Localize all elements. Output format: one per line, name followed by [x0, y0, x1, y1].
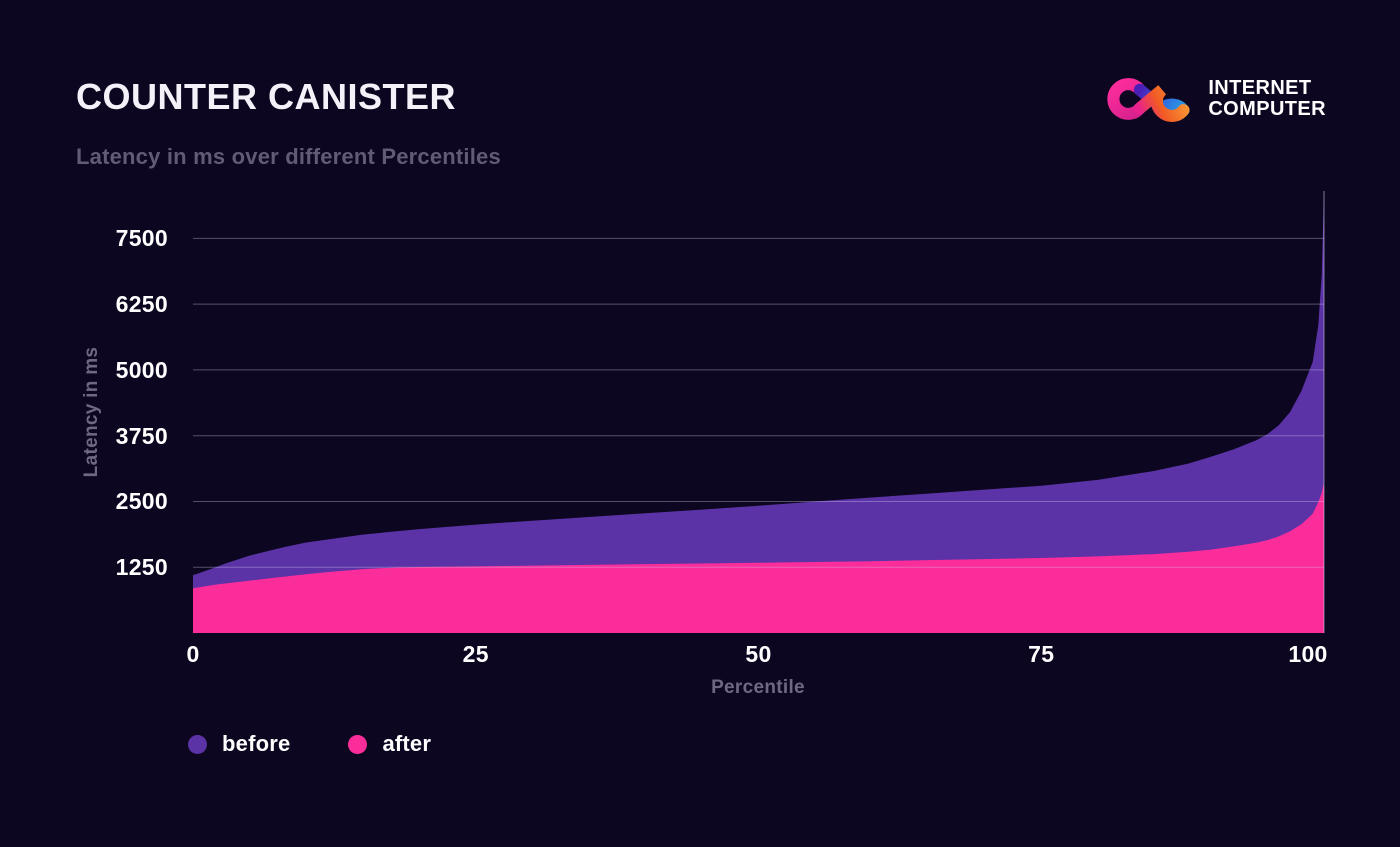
x-axis-title: Percentile [711, 677, 805, 698]
y-tick-label-7500: 7500 [115, 225, 168, 252]
legend-item-after: after [348, 731, 431, 757]
page-title: COUNTER CANISTER [76, 76, 457, 117]
x-tick-label-0: 0 [186, 641, 200, 667]
legend-label-after: after [382, 731, 432, 756]
legend-label-before: before [222, 731, 291, 756]
y-tick-label-2500: 2500 [115, 488, 168, 515]
x-tick-label-75: 75 [1028, 641, 1055, 667]
y-tick-label-6250: 6250 [115, 291, 168, 318]
before-series-dot-icon [188, 734, 207, 754]
logo-line-1: INTERNET [1208, 76, 1312, 99]
area-before [193, 197, 1324, 634]
chart-legend: before after [188, 731, 431, 757]
area-after [193, 482, 1324, 633]
y-axis-title: Latency in ms [81, 346, 102, 478]
legend-item-before: before [188, 731, 290, 757]
x-tick-label-100: 100 [1288, 641, 1328, 667]
internet-computer-logo: INTERNET COMPUTER [1104, 73, 1326, 125]
logo-wordmark: INTERNET COMPUTER [1208, 76, 1326, 120]
infinity-logo-icon [1107, 78, 1190, 122]
y-tick-label-3750: 3750 [115, 422, 168, 449]
y-tick-label-1250: 1250 [115, 554, 168, 581]
chart-subtitle: Latency in ms over different Percentiles [76, 144, 501, 169]
logo-line-2: COMPUTER [1208, 98, 1326, 120]
y-tick-label-5000: 5000 [115, 356, 168, 383]
x-tick-label-50: 50 [745, 641, 772, 667]
after-series-dot-icon [348, 734, 368, 754]
x-tick-label-25: 25 [462, 641, 489, 667]
